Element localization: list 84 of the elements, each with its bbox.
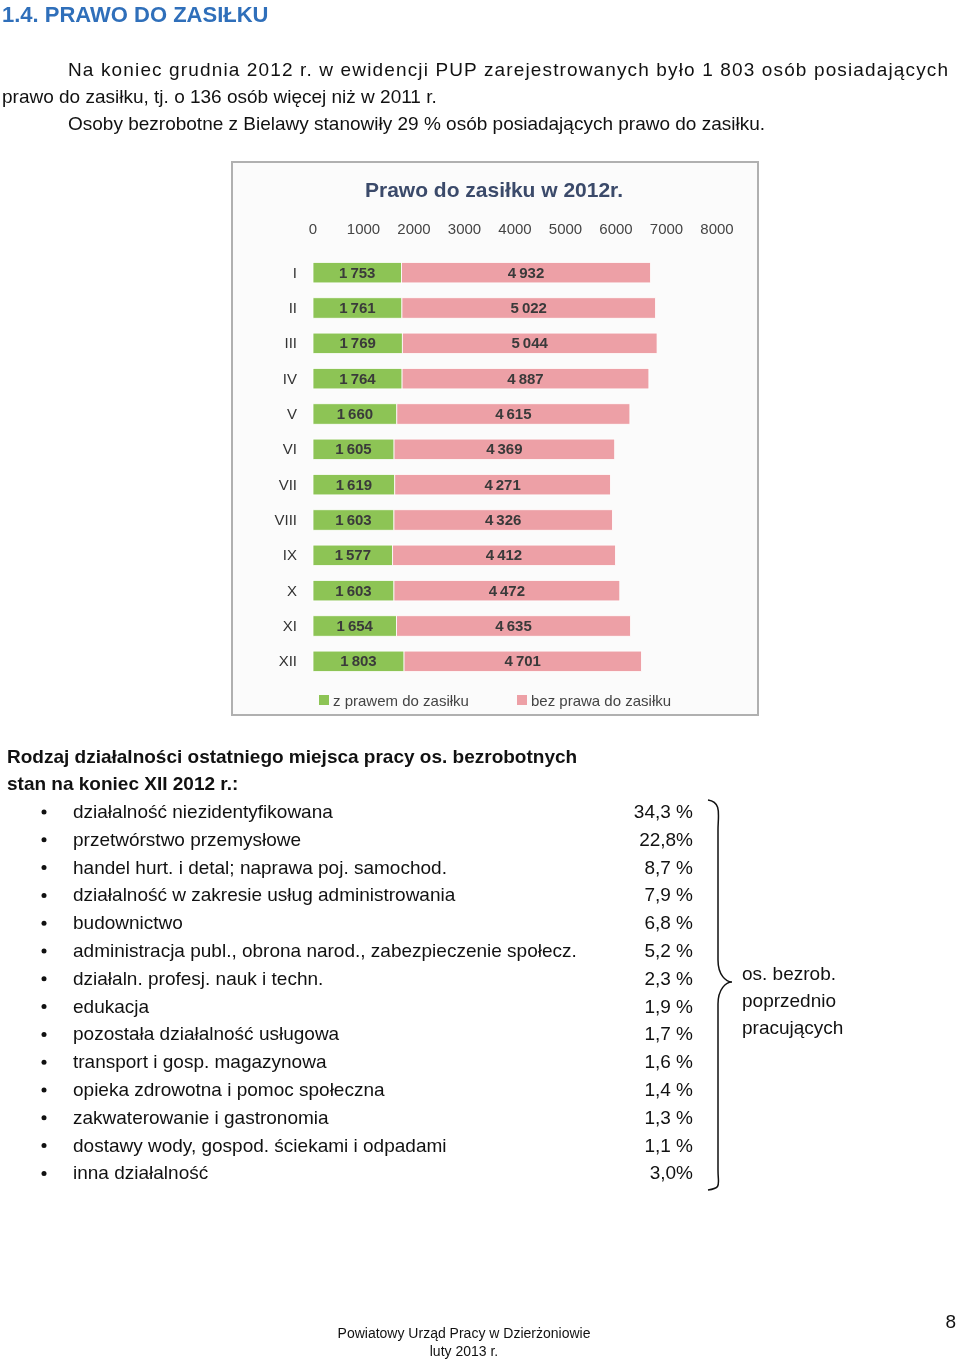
y-tick-label: IV: [282, 369, 297, 387]
text: 1,1 %: [644, 1134, 693, 1156]
text: 1,4 %: [644, 1079, 693, 1100]
category-label: działaln. profesj. nauk i techn.: [73, 967, 324, 989]
x-tick-label: 8000: [700, 220, 734, 237]
category-label: administracja publ., obrona narod., zabezpieczenie społecz.: [73, 940, 577, 961]
text: 1,7 %: [644, 1023, 693, 1045]
category-label: inna działalność: [73, 1162, 209, 1184]
text: 22,8%: [639, 828, 693, 850]
x-tick-label: 6000: [599, 220, 633, 237]
data-label: 4 932: [507, 263, 545, 281]
text: 1,3 %: [644, 1106, 693, 1128]
category-label: edukacja: [73, 995, 150, 1017]
text: 2,3 %: [644, 967, 693, 989]
data-label: 4 472: [488, 581, 526, 599]
legend-label: bez prawa do zasiłku: [531, 692, 672, 709]
x-tick-label: 1000: [346, 220, 381, 237]
x-tick-label: 3000: [447, 220, 482, 237]
x-tick-label: 4000: [498, 220, 532, 237]
data-label: 4 615: [495, 405, 532, 422]
data-label: 4 271: [484, 475, 521, 493]
text: 5,2 %: [644, 940, 693, 961]
y-tick-label: XII: [278, 652, 297, 670]
data-label: 4 635: [495, 617, 532, 634]
category-label: transport i gosp. magazynowa: [73, 1051, 327, 1073]
text: prawo do zasiłku, tj. o 136 osób więcej niż w 2011 r.: [2, 86, 437, 107]
y-tick-label: VI: [282, 440, 297, 458]
category-label: handel hurt. i detal; naprawa poj. samochod.: [73, 856, 447, 878]
data-label: 4 887: [507, 369, 544, 387]
y-tick-label: I: [292, 263, 297, 281]
y-tick-label: III: [284, 334, 297, 352]
x-tick-label: 5000: [548, 220, 583, 237]
y-tick-label: II: [288, 299, 297, 316]
category-label: działalność w zakresie usług administrowania: [73, 884, 456, 906]
data-label: 4 412: [485, 546, 523, 564]
legend-label: z prawem do zasiłku: [333, 692, 469, 709]
category-label: budownictwo: [73, 912, 183, 934]
data-label: 1 761: [339, 299, 376, 316]
text: 7,9 %: [644, 884, 693, 906]
text: 6,8 %: [644, 912, 693, 934]
y-tick-label: VIII: [274, 511, 297, 528]
text: 1.4. PRAWO DO ZASIŁKU: [2, 2, 269, 27]
data-label: 1 769: [339, 334, 376, 352]
data-label: 1 764: [339, 369, 377, 387]
category-label: pozostała działalność usługowa: [73, 1023, 340, 1045]
data-label: 4 326: [485, 511, 522, 528]
data-label: 4 369: [486, 440, 523, 458]
data-label: 5 022: [510, 299, 547, 316]
data-label: 1 605: [335, 440, 372, 458]
text: Rodzaj działalności ostatniego miejsca pracy os. bezrobotnych stan na koniec XII 2012 r.:: [7, 746, 578, 794]
text: 1,9 %: [644, 995, 693, 1017]
data-label: 1 577: [334, 546, 372, 564]
category-label: opieka zdrowotna i pomoc społeczna: [73, 1079, 385, 1100]
text: Osoby bezrobotne z Bielawy stanowiły 29 % osób posiadających prawo do zasiłku.: [68, 113, 766, 134]
data-label: 5 044: [511, 334, 549, 352]
x-tick-label: 0: [308, 220, 318, 237]
category-label: dostawy wody, gospod. ściekami i odpadami: [73, 1134, 447, 1156]
data-label: 1 753: [339, 263, 376, 281]
data-label: 1 603: [335, 511, 372, 528]
text: 8: [945, 1311, 956, 1332]
text: os. bezrob. poprzednio pracujących: [742, 963, 844, 1038]
y-tick-label: XI: [282, 617, 297, 634]
x-tick-label: 2000: [397, 220, 431, 237]
data-label: 1 803: [340, 652, 377, 670]
text: Powiatowy Urząd Pracy w Dzierżoniowie luty 2013 r.: [337, 1325, 591, 1359]
text: 3,0%: [649, 1162, 693, 1184]
y-tick-label: V: [286, 405, 297, 422]
y-tick-label: IX: [282, 546, 297, 564]
data-label: 1 654: [336, 617, 374, 634]
category-label: przetwórstwo przemysłowe: [73, 828, 302, 850]
data-label: 1 660: [336, 405, 374, 422]
category-label: zakwaterowanie i gastronomia: [73, 1106, 330, 1128]
text: Na koniec grudnia 2012 r. w ewidencji PUP zarejestrowanych było 1 803 osób posiadających: [68, 59, 948, 80]
data-label: 4 701: [504, 652, 541, 670]
category-label: działalność niezidentyfikowana: [73, 801, 334, 822]
y-tick-label: VII: [278, 475, 297, 493]
data-label: 1 619: [335, 475, 373, 493]
text: 8,7 %: [644, 856, 693, 878]
chart-title: Prawo do zasiłku w 2012r.: [365, 178, 623, 201]
text: 34,3 %: [633, 801, 693, 822]
text: 1,6 %: [644, 1051, 693, 1073]
data-label: 1 603: [335, 581, 372, 599]
x-tick-label: 7000: [649, 220, 684, 237]
y-tick-label: X: [286, 581, 297, 599]
